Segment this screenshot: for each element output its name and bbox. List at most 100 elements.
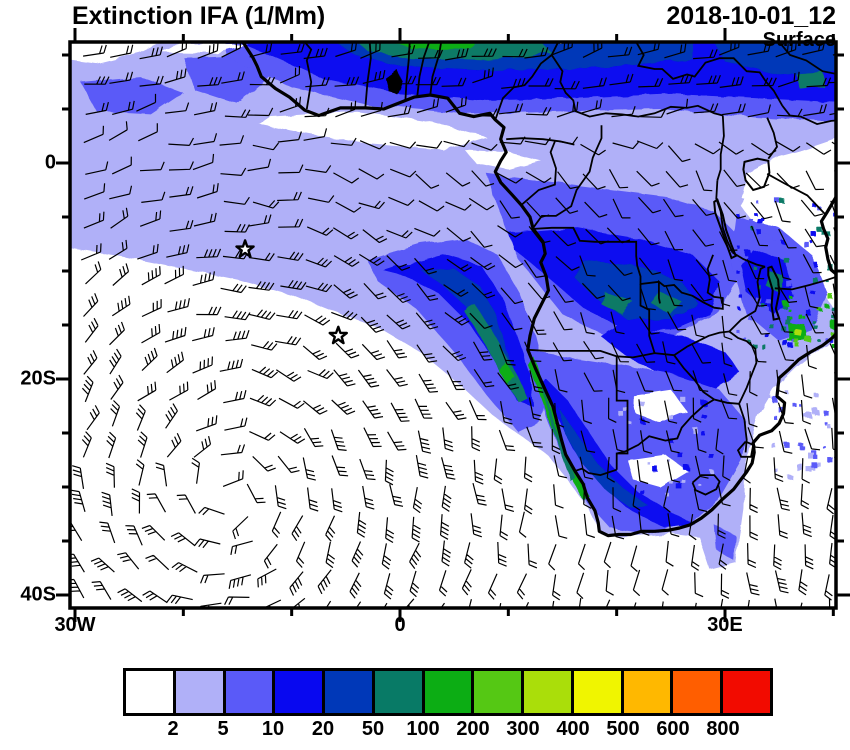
- country-border: [615, 356, 629, 470]
- speckle: [830, 332, 835, 337]
- speckle: [682, 464, 689, 470]
- colorbar-label: 500: [606, 718, 640, 740]
- speckle: [802, 316, 806, 320]
- speckle: [736, 270, 740, 274]
- speckle: [776, 321, 781, 326]
- timestamp: 2018-10-01_12: [666, 2, 836, 30]
- speckle: [826, 423, 830, 428]
- speckle: [812, 408, 819, 415]
- speckle: [817, 463, 822, 468]
- contour-region: [741, 142, 836, 211]
- speckle: [813, 392, 818, 397]
- speckle: [699, 484, 702, 487]
- colorbar-segment: [225, 671, 276, 713]
- contour-region: [259, 111, 487, 150]
- colorbar-label: 600: [656, 718, 690, 740]
- speckle: [753, 265, 757, 270]
- speckle: [748, 218, 754, 224]
- speckle: [810, 290, 815, 295]
- speckle: [830, 343, 836, 348]
- speckle: [805, 310, 812, 317]
- country-border: [416, 42, 431, 97]
- colorbar-segment: [275, 671, 326, 713]
- speckle: [804, 336, 811, 342]
- speckle: [811, 320, 816, 324]
- speckle: [678, 453, 684, 459]
- colorbar-label: 50: [361, 718, 385, 740]
- speckle: [796, 464, 803, 471]
- speckle: [823, 410, 829, 416]
- speckle: [779, 284, 783, 288]
- speckle: [701, 413, 707, 419]
- speckle: [700, 399, 706, 405]
- speckle: [810, 466, 816, 471]
- speckle: [795, 343, 800, 348]
- speckle: [681, 479, 685, 483]
- speckle: [772, 414, 777, 419]
- speckle: [783, 257, 789, 263]
- speckle: [772, 236, 777, 241]
- speckle: [784, 390, 789, 394]
- contour-region: [70, 42, 162, 64]
- speckle: [780, 300, 785, 305]
- speckle: [781, 303, 786, 308]
- contour-region: [367, 238, 547, 433]
- speckle: [742, 337, 746, 341]
- speckle: [816, 338, 820, 341]
- speckle: [736, 214, 740, 218]
- speckle: [618, 411, 624, 417]
- speckle: [757, 230, 762, 235]
- speckle: [772, 397, 779, 404]
- y-tick-label: 0: [44, 151, 56, 174]
- speckle: [809, 240, 813, 243]
- speckle: [803, 241, 809, 247]
- speckle: [782, 300, 787, 305]
- speckle: [744, 249, 750, 256]
- speckle: [738, 307, 742, 311]
- speckle: [757, 217, 763, 224]
- colorbar: [123, 668, 773, 716]
- speckle: [794, 339, 799, 344]
- speckle: [676, 483, 682, 489]
- island-star-marker: [328, 325, 348, 345]
- lake-outline: [767, 265, 781, 321]
- speckle: [765, 307, 769, 311]
- country-border: [494, 42, 560, 121]
- speckle: [816, 226, 822, 232]
- speckle: [783, 340, 789, 347]
- speckle: [811, 231, 816, 237]
- contour-region: [80, 76, 184, 115]
- country-border: [766, 173, 826, 215]
- speckle: [754, 212, 757, 216]
- country-border: [728, 265, 766, 333]
- speckle: [746, 297, 750, 301]
- country-border: [713, 398, 740, 405]
- speckle: [762, 233, 769, 240]
- speckle: [784, 442, 790, 448]
- country-border: [774, 276, 836, 291]
- country-border: [635, 42, 784, 107]
- country-border: [732, 251, 766, 268]
- country-border: [575, 467, 617, 477]
- speckle: [813, 262, 819, 268]
- country-border: [658, 254, 724, 310]
- colorbar-label: 2: [167, 718, 179, 740]
- country-border: [364, 42, 372, 108]
- level-label: Surface: [762, 29, 836, 51]
- speckle: [668, 438, 674, 443]
- speckle: [811, 462, 818, 469]
- speckle: [824, 337, 828, 342]
- speckle: [813, 454, 818, 459]
- speckle: [772, 444, 777, 449]
- colorbar-label: 100: [406, 718, 440, 740]
- colorbar-label: 20: [311, 718, 335, 740]
- colorbar-label: 800: [706, 718, 740, 740]
- colorbar-segment: [424, 671, 475, 713]
- x-tick-label: 30E: [707, 614, 743, 636]
- speckle: [826, 280, 830, 284]
- speckle: [769, 323, 774, 329]
- speckle: [838, 449, 842, 453]
- country-border: [715, 180, 734, 253]
- contour-region: [714, 42, 836, 75]
